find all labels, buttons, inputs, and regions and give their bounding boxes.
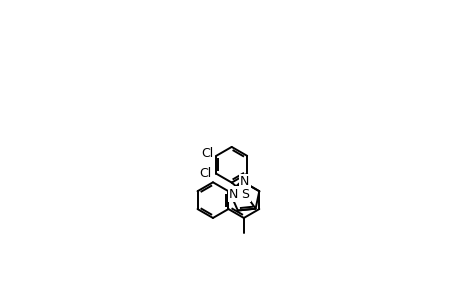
Text: Cl: Cl: [200, 147, 213, 160]
Text: Cl: Cl: [199, 167, 211, 180]
Text: S: S: [241, 188, 249, 201]
Text: N: N: [240, 175, 249, 188]
Text: N: N: [229, 188, 238, 201]
